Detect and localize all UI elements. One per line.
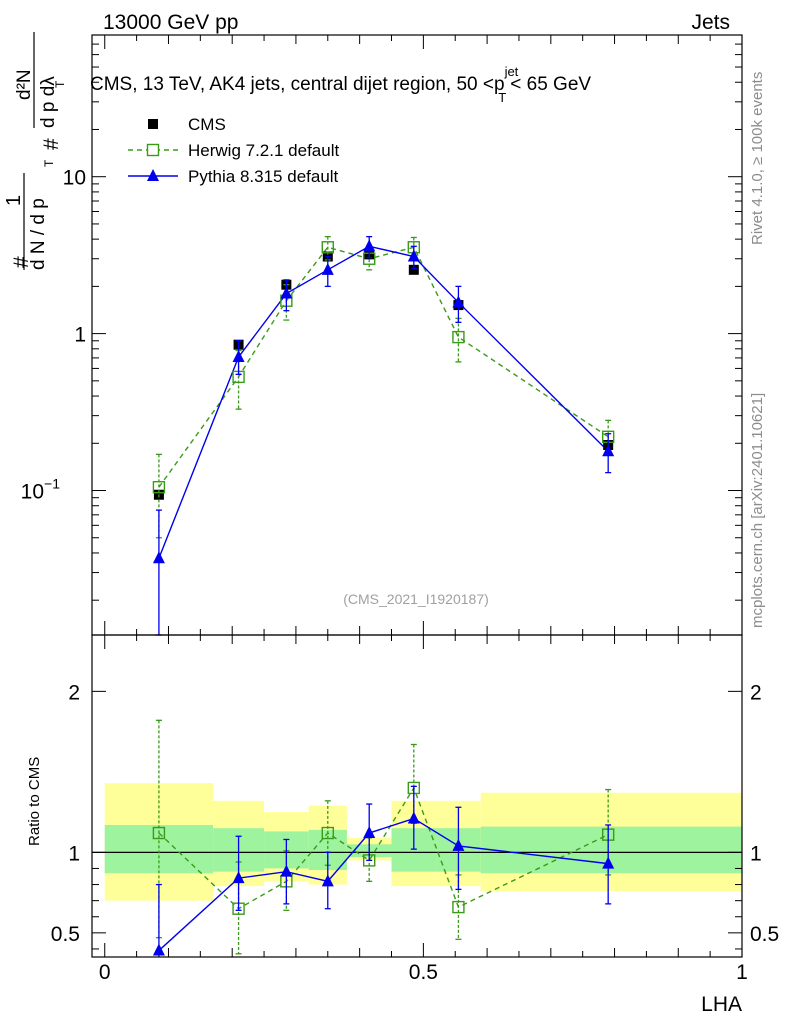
y-label-frac2-num: d²N: [14, 69, 35, 100]
y-label-frac2-sub: T: [53, 80, 67, 88]
ratio-herwig-point: [152, 826, 166, 840]
main-y-tick-label-base: 1: [74, 324, 86, 347]
ratio-pythia-line: [158, 817, 609, 952]
ratio-pythia-point: [602, 856, 615, 869]
legend-herwig-marker: [146, 143, 160, 157]
ratio-pythia-point: [452, 838, 465, 851]
ratio-y-tick-label: 1: [68, 842, 80, 865]
main-y-tick-label-base: 10: [63, 167, 86, 190]
ratio-herwig-point: [321, 826, 334, 840]
cms-point: [408, 264, 419, 275]
x-tick-label: 0.5: [409, 961, 438, 984]
ratio-plot-frame: [91, 634, 743, 958]
pythia-point: [363, 239, 376, 252]
pythia-point: [602, 444, 615, 457]
ratio-pythia-point: [321, 874, 334, 887]
pythia-line: [158, 245, 609, 559]
ratio-y-tick-label-right: 0.5: [750, 923, 779, 946]
rivet-version-label: Rivet 4.1.0, ≥ 100k events: [749, 72, 766, 245]
legend-pythia-marker: [147, 169, 159, 181]
y-label-hash-2: #: [40, 138, 63, 150]
pythia-point: [152, 551, 165, 564]
y-label-frac1-sub: T: [42, 159, 56, 167]
ratio-pythia-point: [232, 871, 245, 884]
legend: CMS Herwig 7.2.1 default Pythia 8.315 defa…: [128, 115, 339, 186]
ratio-herwig-point: [452, 900, 465, 914]
plot-title-pre: CMS, 13 TeV, AK4 jets, central dijet reg…: [90, 74, 505, 95]
legend-label: CMS: [188, 115, 226, 134]
x-axis-label: LHA: [701, 993, 742, 1016]
pythia-point: [407, 249, 420, 262]
analysis-tag: (CMS_2021_I1920187): [343, 591, 489, 607]
pythia-point: [452, 295, 465, 308]
main-y-tick-label-exponent: −1: [44, 476, 60, 492]
main-y-tick-label: 1: [74, 324, 86, 347]
mcplots-reference-label: mcplots.cern.ch [arXiv:2401.10621]: [749, 393, 766, 628]
y-label-frac2-den: d p dλ: [38, 76, 59, 128]
plot-title-sub: T: [498, 90, 506, 105]
ratio-pythia-point: [363, 826, 376, 839]
ratio-herwig-line: [158, 786, 609, 910]
x-tick-label: 0: [99, 961, 111, 984]
herwig-point: [321, 241, 334, 254]
y-label-frac1-den: d N / d p: [28, 198, 49, 270]
ratio-pythia-point: [152, 943, 165, 956]
ratio-panel: 0.5 0.51 12 20 0.5 1: [51, 634, 779, 984]
y-label-frac1-num: 1: [3, 195, 25, 206]
ratio-y-tick-label-right: 2: [750, 681, 762, 704]
legend-label: Herwig 7.2.1 default: [188, 141, 339, 160]
header-left-label: 13000 GeV pp: [103, 11, 238, 34]
pythia-point: [280, 286, 293, 299]
main-y-axis-label: # 1 d N / d p T # d²N d p dλ T: [3, 32, 67, 270]
ratio-pythia-point: [407, 811, 420, 824]
ratio-y-tick-label-right: 1: [750, 842, 762, 865]
ratio-y-tick-label: 0.5: [51, 923, 80, 946]
herwig-point: [452, 330, 465, 344]
legend-cms-marker: [148, 119, 158, 129]
pythia-point: [232, 349, 245, 362]
pythia-point: [321, 262, 334, 275]
main-y-tick-label: 10: [63, 167, 86, 190]
main-y-tick-label: 10−1: [21, 476, 61, 504]
y-label-hash: #: [10, 256, 33, 268]
plot-title: CMS, 13 TeV, AK4 jets, central dijet reg…: [90, 64, 591, 105]
ratio-y-tick-label: 2: [68, 681, 80, 704]
herwig-line: [158, 246, 609, 488]
ratio-series: [152, 719, 615, 957]
plot-title-sup: jet: [504, 64, 519, 79]
ratio-y-axis-label: Ratio to CMS: [26, 757, 43, 846]
header-right-label: Jets: [691, 11, 730, 34]
main-y-tick-label-base: 10: [21, 481, 44, 504]
x-tick-label: 1: [736, 961, 748, 984]
ratio-pythia-point: [280, 864, 293, 877]
plot-title-post: < 65 GeV: [510, 74, 591, 95]
legend-label: Pythia 8.315 default: [188, 167, 339, 186]
herwig-point: [152, 480, 166, 494]
